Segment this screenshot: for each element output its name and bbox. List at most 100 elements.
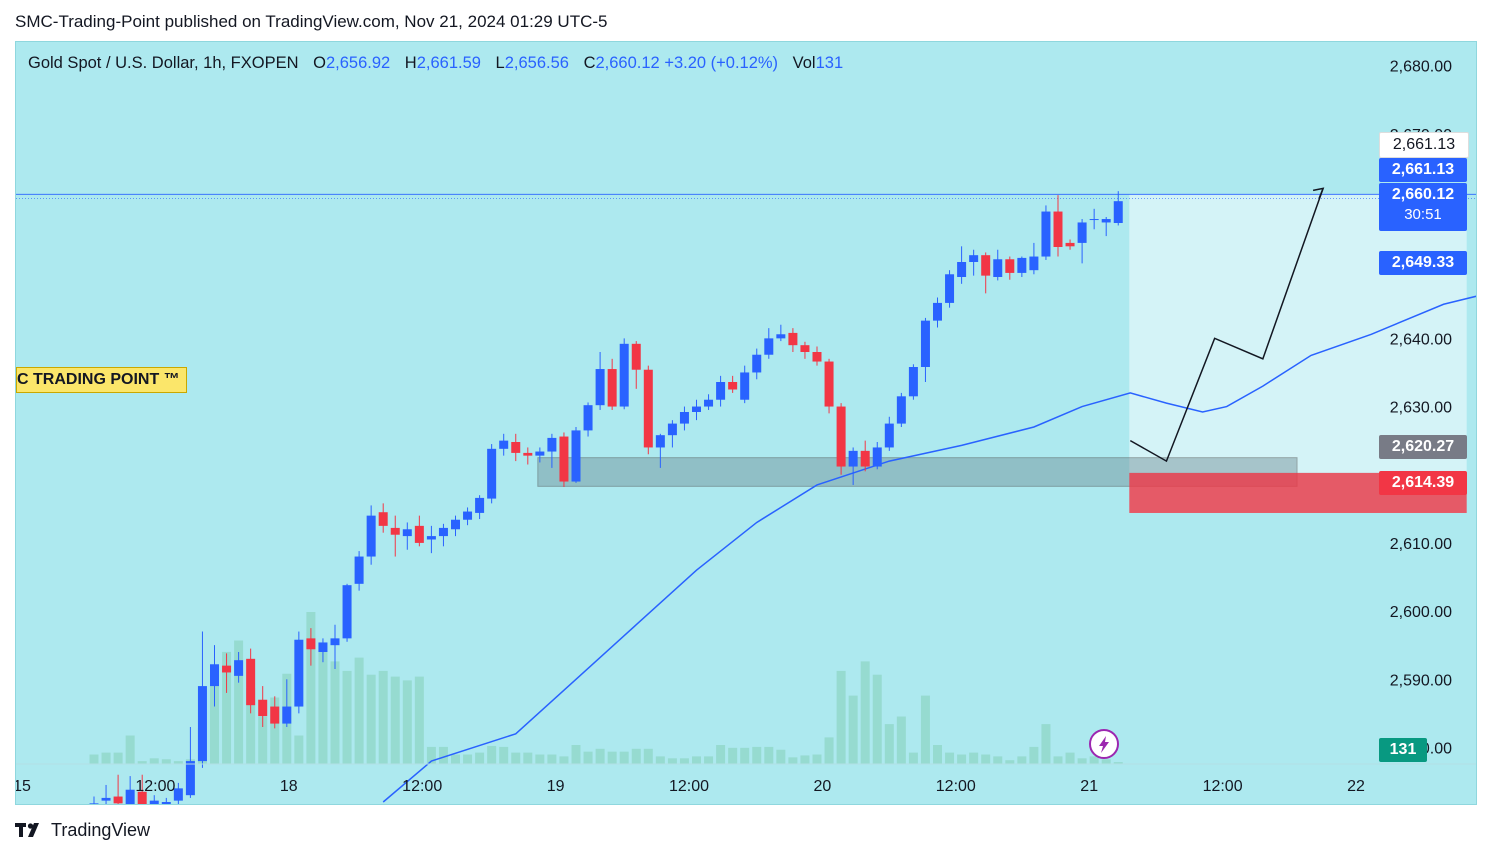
volume-bar [692,756,701,764]
candle [800,341,810,359]
volume-bar [812,754,822,764]
candle-body [933,302,942,321]
candle-body [451,519,460,530]
candle [438,523,448,547]
volume-bar [1077,758,1087,764]
tradingview-logo-icon [15,822,39,837]
volume-bar [655,756,665,764]
volume-bar [222,651,232,764]
moving-average-line [382,295,1476,803]
candle [161,797,171,804]
candle-body [957,262,967,277]
low-label: L [495,54,505,72]
volume-bar [125,735,135,764]
volume-bar [631,748,641,764]
candle-body [222,665,232,673]
volume-bar [330,661,340,764]
projection-path-line [1129,188,1324,463]
volume-bar [173,761,183,764]
candle-body [210,664,219,687]
candle-body [559,436,569,482]
candle [547,433,557,468]
candle [451,515,460,537]
volume-bar [390,676,400,764]
candle [475,495,485,520]
chart-area[interactable]: 2,680.002,670.002,640.002,630.002,610.00… [15,41,1477,805]
candle [1041,205,1051,260]
tradingview-brand: TradingView [51,820,151,840]
candle [752,348,762,380]
candle-body [1089,219,1099,221]
volume-bar [366,674,376,764]
volume-bar [414,676,424,764]
candle [595,352,605,410]
volume-bar [354,657,364,764]
candle [270,696,280,729]
price-tag-line: 2,661.13 [1379,158,1467,182]
volume-bar [318,650,328,764]
y-tick-label: 2,640.00 [1390,331,1452,348]
candle-body [125,789,135,804]
candle [101,784,111,804]
candle-body [764,338,774,355]
candle [631,341,641,389]
candle [969,249,979,276]
candle [1077,219,1087,264]
volume-bar [402,680,412,764]
volume-bar [933,745,942,764]
candle [945,270,955,308]
volume-bar [704,756,714,764]
candle-body [330,638,340,646]
volume-bar [571,745,581,764]
candle [523,447,533,465]
candle-body [716,382,726,400]
candle [884,416,894,451]
x-tick-label: 12:00 [669,778,709,795]
projection-box [1129,194,1467,473]
volume-bar [824,737,834,764]
candle [824,358,834,414]
close-label: C [583,54,596,72]
candle [390,515,400,557]
volume-bar [511,752,521,764]
tradingview-footer[interactable]: TradingView [15,820,150,841]
candle [222,653,232,693]
volume-bar [957,754,967,764]
candle-body [294,639,304,707]
volume-bar [1029,746,1039,764]
volume-bar [920,695,930,764]
volume-bar [559,756,569,764]
volume-bar [981,754,991,764]
volume-bar [378,670,388,764]
candle [836,403,846,475]
candle [258,686,268,727]
volume-bar [1017,756,1027,764]
candle [197,631,207,768]
volume-value: 131 [815,54,844,72]
candle-body [908,367,918,397]
candle-body [993,259,1003,277]
candle-body [354,556,364,584]
volume-bar [848,695,858,764]
candlestick-chart[interactable]: 2,680.002,670.002,640.002,630.002,610.00… [16,42,1476,804]
volume-bar [595,748,605,764]
candle [607,358,617,410]
candle-body [655,435,665,448]
candle-body [113,796,123,804]
candle-body [920,320,930,367]
volume-bar [438,746,448,764]
candle-body [800,345,810,352]
candle-body [884,423,894,448]
volume-bar [149,758,159,764]
x-tick-label: 18 [280,778,298,795]
candle [342,583,352,642]
chart-legend: Gold Spot / U.S. Dollar, 1h, FXOPEN O2,6… [28,54,843,73]
volume-bar [583,751,593,764]
symbol-name[interactable]: Gold Spot / U.S. Dollar, 1h, FXOPEN [28,54,299,72]
volume-bar [969,752,979,764]
candle [414,515,424,547]
current-price-tag: 2,660.12 30:51 [1379,183,1467,231]
candle-body [752,354,762,373]
candle-body [595,369,605,406]
volume-bar [475,752,485,764]
